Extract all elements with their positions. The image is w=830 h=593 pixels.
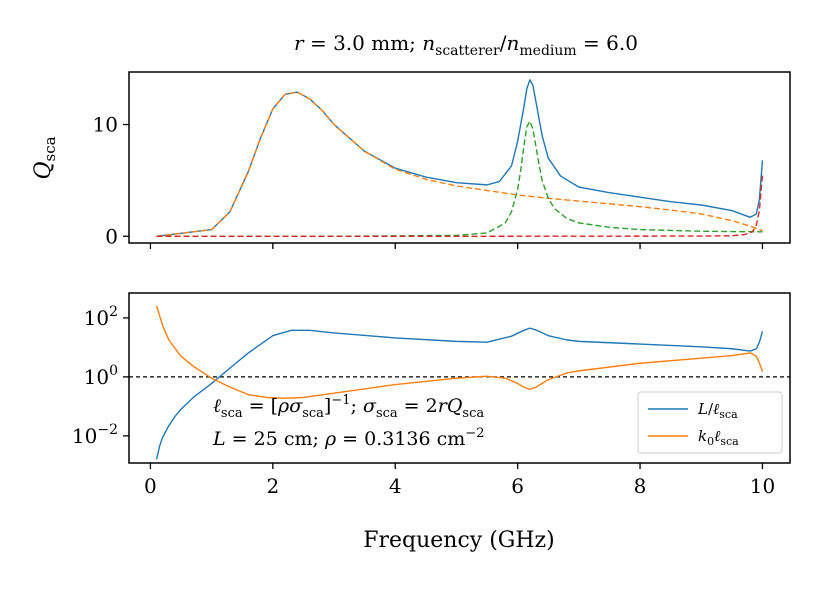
x-tick-label: 0 (144, 474, 157, 498)
x-tick-label: 4 (389, 474, 402, 498)
bottom-series-blue (155, 327, 764, 460)
top-series-green (156, 120, 763, 237)
legend: L/ℓsca k0ℓsca (637, 391, 783, 454)
top-panel: 0 10 Qsca (31, 71, 791, 249)
top-series-group (156, 79, 764, 237)
legend-box (637, 391, 783, 454)
top-x-ticks (149, 243, 764, 249)
bottom-y-tick-label: 102 (84, 304, 118, 330)
bottom-panel: 0 2 4 6 8 10 10−2 100 102 Frequency (GHz) ℓsca … (72, 292, 791, 553)
bottom-y-ticks: 10−2 100 102 (72, 304, 129, 448)
top-y-tick-label: 10 (93, 113, 118, 137)
legend-label-k0-lsca: k0ℓsca (698, 427, 739, 448)
top-y-axis-label: Qsca (31, 136, 59, 179)
bottom-series-group (155, 305, 764, 460)
top-y-tick-label: 0 (105, 224, 118, 248)
top-series-red (156, 174, 764, 237)
x-tick-label: 10 (750, 474, 775, 498)
top-y-ticks: 0 10 (93, 113, 129, 248)
annotation-line-2: L = 25 cm; ρ = 0.3136 cm−2 (212, 426, 484, 450)
x-tick-label: 8 (634, 474, 647, 498)
bottom-y-tick-label: 10−2 (72, 422, 118, 448)
bottom-axes-frame (128, 292, 791, 464)
top-axes-frame (128, 71, 791, 244)
x-tick-label: 6 (511, 474, 524, 498)
x-tick-label: 2 (266, 474, 279, 498)
top-series-blue (156, 79, 764, 237)
chart-title: r = 3.0 mm; nscatterer/nmedium = 6.0 (294, 31, 638, 59)
top-series-orange (156, 91, 763, 237)
bottom-series-orange (155, 305, 764, 399)
bottom-x-ticks: 0 2 4 6 8 10 (144, 463, 775, 498)
x-axis-label: Frequency (GHz) (363, 528, 555, 553)
annotation-line-1: ℓsca = [ρσsca]−1; σsca = 2rQsca (213, 393, 484, 421)
legend-label-L-over-lsca: L/ℓsca (697, 400, 738, 421)
bottom-y-tick-label: 100 (84, 363, 118, 389)
